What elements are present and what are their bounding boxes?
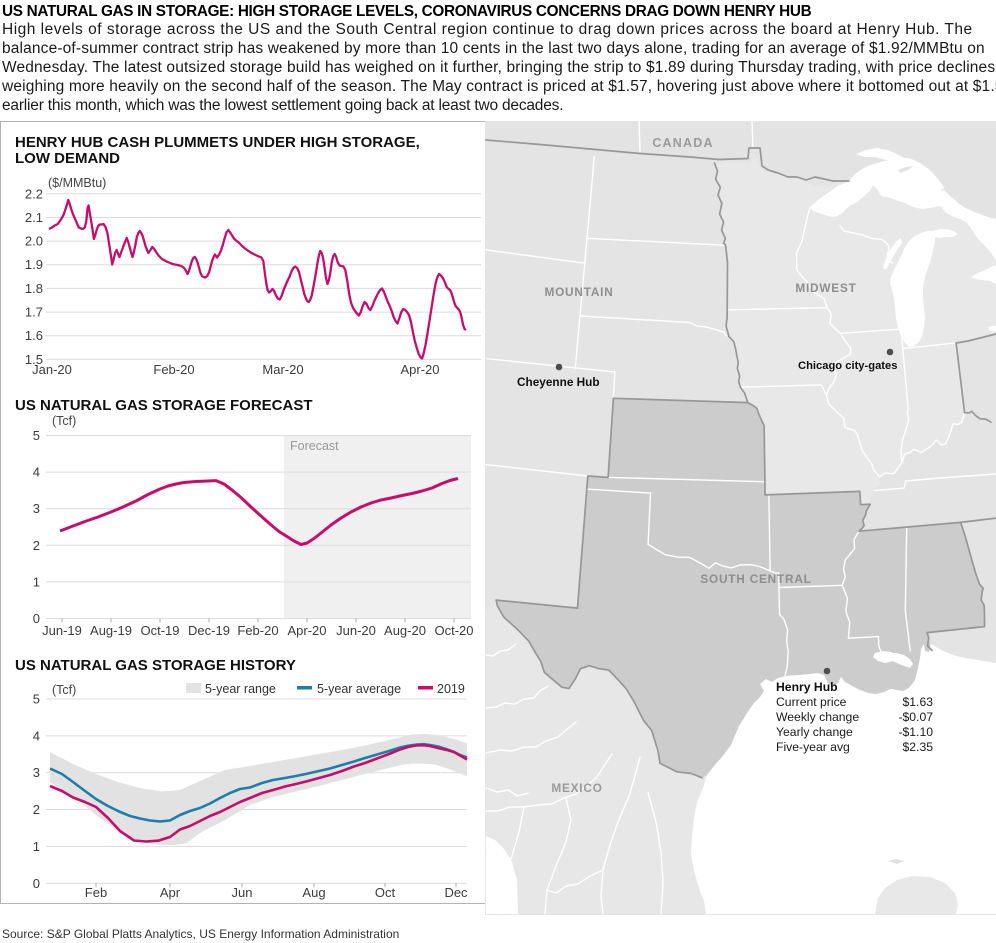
svg-text:Weekly change: Weekly change xyxy=(776,710,859,724)
svg-text:4: 4 xyxy=(33,728,40,743)
svg-text:US NATURAL GAS STORAGE HISTORY: US NATURAL GAS STORAGE HISTORY xyxy=(15,657,296,674)
svg-text:5: 5 xyxy=(33,692,40,707)
svg-text:Forecast: Forecast xyxy=(290,439,339,453)
svg-text:MOUNTAIN: MOUNTAIN xyxy=(544,285,613,299)
svg-text:Cheyenne Hub: Cheyenne Hub xyxy=(517,375,600,389)
svg-text:1: 1 xyxy=(33,574,40,589)
svg-text:Aug: Aug xyxy=(302,885,325,900)
svg-text:Mar-20: Mar-20 xyxy=(262,362,303,377)
svg-text:Oct-19: Oct-19 xyxy=(140,623,179,638)
svg-text:2.2: 2.2 xyxy=(25,186,43,201)
svg-text:2.1: 2.1 xyxy=(25,210,43,225)
svg-text:Aug-20: Aug-20 xyxy=(384,623,426,638)
svg-text:2: 2 xyxy=(33,538,40,553)
svg-text:Aug-19: Aug-19 xyxy=(90,623,132,638)
svg-text:1.5: 1.5 xyxy=(25,352,43,367)
svg-text:5-year range: 5-year range xyxy=(205,682,276,696)
svg-text:2: 2 xyxy=(33,802,40,817)
svg-text:Dec: Dec xyxy=(444,885,468,900)
svg-text:Feb-20: Feb-20 xyxy=(153,362,194,377)
svg-text:HENRY HUB CASH PLUMMETS UNDER: HENRY HUB CASH PLUMMETS UNDER HIGH STORA… xyxy=(15,134,420,151)
svg-text:2.0: 2.0 xyxy=(25,234,43,249)
svg-text:2019: 2019 xyxy=(437,682,465,696)
svg-text:Apr-20: Apr-20 xyxy=(287,623,326,638)
svg-text:Jun: Jun xyxy=(232,885,253,900)
svg-text:5-year average: 5-year average xyxy=(317,682,401,696)
svg-text:Oct-20: Oct-20 xyxy=(434,623,473,638)
svg-text:1.7: 1.7 xyxy=(25,305,43,320)
svg-text:US NATURAL GAS STORAGE FORECAS: US NATURAL GAS STORAGE FORECAST xyxy=(15,397,313,414)
svg-text:3: 3 xyxy=(33,765,40,780)
svg-text:Dec-19: Dec-19 xyxy=(188,623,230,638)
svg-text:MEXICO: MEXICO xyxy=(551,781,602,795)
svg-text:Yearly change: Yearly change xyxy=(776,725,853,739)
svg-text:Apr-20: Apr-20 xyxy=(400,362,439,377)
svg-text:Henry Hub: Henry Hub xyxy=(776,680,838,694)
svg-text:Jan-20: Jan-20 xyxy=(32,362,72,377)
svg-text:0: 0 xyxy=(33,611,40,626)
svg-text:Apr: Apr xyxy=(160,885,181,900)
svg-text:SOUTH CENTRAL: SOUTH CENTRAL xyxy=(700,572,811,586)
svg-text:Feb: Feb xyxy=(85,885,107,900)
svg-text:LOW DEMAND: LOW DEMAND xyxy=(15,150,120,167)
svg-text:($/MMBtu): ($/MMBtu) xyxy=(48,176,106,190)
svg-text:Jun-20: Jun-20 xyxy=(336,623,376,638)
svg-text:-$0.07: -$0.07 xyxy=(898,710,933,724)
svg-text:Oct: Oct xyxy=(375,885,396,900)
svg-text:1.9: 1.9 xyxy=(25,257,43,272)
svg-text:3: 3 xyxy=(33,501,40,516)
svg-text:(Tcf): (Tcf) xyxy=(52,683,76,697)
svg-text:CANADA: CANADA xyxy=(652,136,713,150)
svg-text:MIDWEST: MIDWEST xyxy=(795,281,856,295)
svg-text:Chicago city-gates: Chicago city-gates xyxy=(798,360,897,372)
svg-text:$1.63: $1.63 xyxy=(903,695,934,709)
svg-text:(Tcf): (Tcf) xyxy=(52,414,76,428)
svg-text:Current price: Current price xyxy=(776,695,847,709)
svg-text:Jun-19: Jun-19 xyxy=(42,623,82,638)
svg-text:1: 1 xyxy=(33,839,40,854)
svg-text:4: 4 xyxy=(33,465,40,480)
svg-text:-$1.10: -$1.10 xyxy=(898,725,933,739)
svg-text:1.8: 1.8 xyxy=(25,281,43,296)
svg-text:Feb-20: Feb-20 xyxy=(237,623,278,638)
svg-text:Five-year avg: Five-year avg xyxy=(776,740,850,754)
svg-text:1.6: 1.6 xyxy=(25,328,43,343)
svg-text:$2.35: $2.35 xyxy=(903,740,934,754)
svg-text:0: 0 xyxy=(33,876,40,891)
svg-text:5: 5 xyxy=(33,428,40,443)
